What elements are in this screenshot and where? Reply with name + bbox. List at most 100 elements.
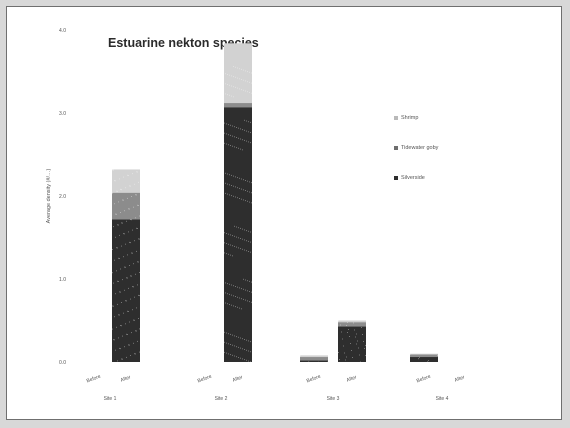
bar-speckle — [113, 169, 114, 171]
legend-swatch-tidewater-goby — [394, 146, 398, 150]
bar-speckle — [247, 190, 248, 192]
bar-speckle — [120, 212, 121, 213]
bar-speckle — [119, 314, 120, 316]
legend-swatch-silverside — [394, 176, 398, 180]
bar-speckle — [228, 333, 229, 335]
bar-speckle — [363, 341, 364, 342]
bar-speckle — [225, 172, 226, 174]
bar-speckle — [113, 226, 114, 228]
bar-speckle — [231, 294, 232, 296]
bar-speckle — [227, 94, 228, 96]
bar-speckle — [359, 354, 360, 356]
bar-speckle — [240, 357, 241, 359]
bar-speckle — [347, 322, 348, 323]
x-tick-label: After — [346, 374, 358, 383]
bar-speckle — [134, 240, 135, 242]
bar-speckle — [233, 86, 234, 88]
bar-speckle — [243, 278, 244, 280]
bar-speckle — [138, 294, 139, 296]
bar-speckle — [226, 233, 227, 234]
bar-speckle — [249, 280, 250, 282]
bar-speckle — [139, 351, 140, 353]
bar-speckle — [121, 222, 122, 224]
bar-speckle — [115, 293, 116, 295]
bar-speckle — [239, 187, 240, 189]
legend-item-silverside: Silverside — [394, 170, 438, 186]
bar-speckle — [229, 74, 230, 76]
bar-speckle — [365, 355, 366, 356]
bar-speckle — [224, 242, 225, 244]
bar-speckle — [235, 86, 236, 88]
bar-speckle — [234, 245, 235, 247]
bar-speckle — [124, 210, 125, 212]
bar-speckle — [249, 291, 250, 292]
bar-speckle — [136, 250, 137, 252]
bar-speckle — [117, 280, 118, 282]
bar-speckle — [245, 200, 246, 202]
bar-speckle — [226, 123, 227, 125]
bar-speckle — [238, 346, 239, 348]
bar-speckle — [125, 323, 126, 325]
bar-speckle — [341, 331, 342, 333]
bar-speckle — [226, 332, 227, 334]
chart-frame — [6, 6, 562, 420]
bar-speckle — [242, 348, 243, 350]
bar-speckle — [121, 245, 122, 247]
bar-speckle — [233, 195, 234, 197]
bar-speckle — [135, 273, 136, 275]
bar-speckle — [114, 203, 115, 205]
bar-speckle — [224, 122, 225, 124]
bar-speckle — [135, 330, 136, 332]
bar-speckle — [235, 286, 236, 287]
bar-speckle — [250, 132, 251, 133]
bar-speckle — [240, 128, 241, 130]
bar-speckle — [232, 344, 233, 346]
bar-tidewater-goby — [300, 357, 328, 361]
bar-speckle — [235, 66, 236, 68]
bar-speckle — [119, 347, 120, 349]
bar-speckle — [234, 126, 235, 128]
bar-speckle — [117, 224, 118, 226]
bar-speckle — [251, 202, 252, 204]
bar-speckle — [244, 359, 245, 361]
bar-speckle — [250, 251, 251, 253]
bar-speckle — [137, 204, 138, 206]
bar-speckle — [129, 344, 130, 346]
bar-speckle — [234, 136, 235, 138]
bar-speckle — [251, 92, 252, 94]
bar-speckle — [116, 247, 117, 249]
bar-speckle — [245, 80, 246, 82]
bar-speckle — [248, 141, 249, 143]
bar-speckle — [123, 312, 124, 314]
bar-speckle — [238, 357, 239, 358]
bar-speckle — [246, 130, 247, 132]
bar-speckle — [134, 353, 135, 355]
bar-speckle — [230, 333, 231, 335]
bar-speckle — [226, 133, 227, 135]
bar-speckle — [120, 348, 121, 350]
bar-speckle — [130, 185, 131, 187]
y-tick-label: 4.0 — [59, 28, 66, 34]
bar-speckle — [237, 67, 238, 69]
bar-speckle — [113, 339, 114, 341]
bar-speckle — [238, 137, 239, 139]
bar-speckle — [235, 186, 236, 188]
bar-speckle — [241, 68, 242, 70]
bar-speckle — [249, 201, 250, 203]
bar-speckle — [226, 342, 227, 344]
bar-speckle — [343, 345, 344, 347]
bar-speckle — [138, 205, 139, 206]
bar-speckle — [352, 357, 353, 358]
bar-speckle — [251, 291, 252, 293]
bar-speckle — [250, 341, 251, 343]
bar-tidewater-goby — [338, 322, 366, 327]
bar-speckle — [235, 196, 236, 198]
bar-speckle — [130, 275, 131, 277]
bar-speckle — [232, 354, 233, 356]
bar-speckle — [251, 72, 252, 74]
bar-speckle — [130, 298, 131, 300]
bar-speckle — [241, 288, 242, 290]
bar-speckle — [251, 182, 252, 184]
bar-speckle — [241, 308, 242, 310]
bar-speckle — [243, 189, 244, 191]
